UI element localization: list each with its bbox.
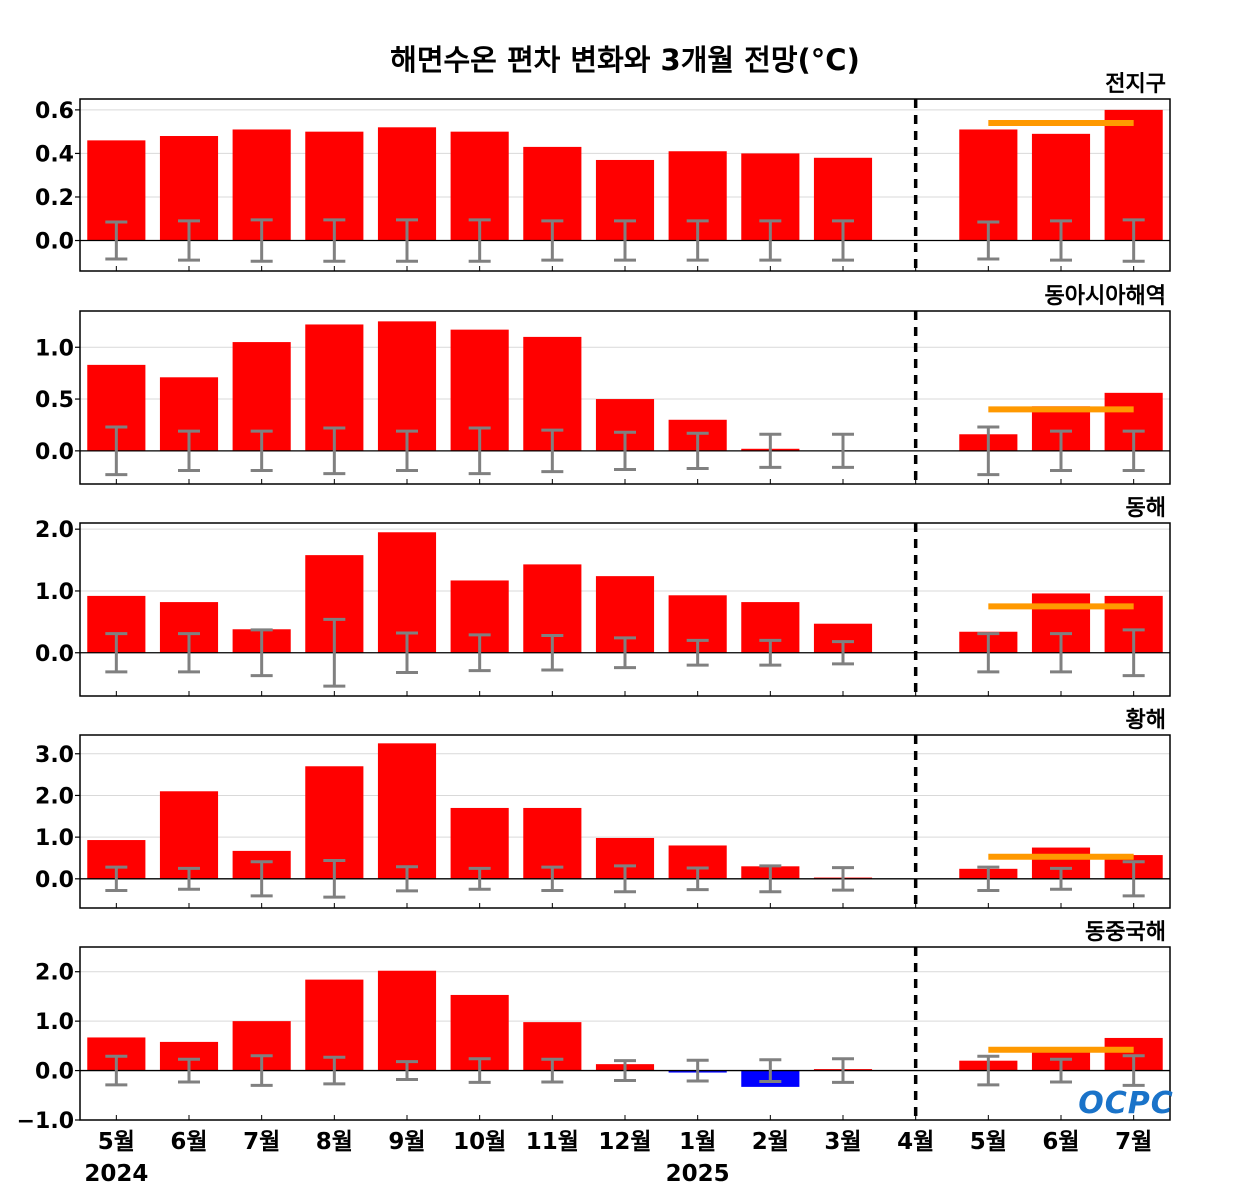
- y-tick-label: 2.0: [35, 784, 74, 809]
- x-tick-label: 9월: [388, 1129, 425, 1155]
- panel-title: 황해: [1126, 708, 1166, 733]
- y-tick-label: 0.0: [35, 440, 74, 465]
- x-tick-label: 7월: [243, 1129, 280, 1155]
- panel-frame: [79, 98, 1171, 272]
- y-tick-label: 0.0: [35, 868, 74, 893]
- panel-5: −1.0 0.0 1.0 2.0 동중국해: [17, 920, 1171, 1134]
- y-tick-label: 3.0: [35, 743, 74, 768]
- panel-title: 동해: [1126, 496, 1166, 521]
- x-tick-label: 6월: [1042, 1129, 1079, 1155]
- panel-4: 0.0 1.0 2.0 3.0 황해: [35, 708, 1171, 909]
- panel-title: 전지구: [1105, 72, 1166, 97]
- y-tick-label: 0.0: [35, 642, 74, 667]
- panel-title: 동아시아해역: [1045, 284, 1166, 309]
- y-tick-label: 0.5: [35, 388, 74, 413]
- panel-2: 0.0 0.5 1.0 동아시아해역: [35, 284, 1171, 485]
- y-tick-label: 0.4: [35, 142, 74, 167]
- x-tick-label: 1월: [679, 1129, 716, 1155]
- panel-frame: [79, 946, 1171, 1121]
- x-tick-label: 7월: [1115, 1129, 1152, 1155]
- panel-title: 동중국해: [1085, 920, 1166, 945]
- y-tick-label: 0.6: [35, 99, 74, 124]
- y-tick-label: 0.2: [35, 186, 74, 211]
- x-tick-label: 10월: [453, 1129, 506, 1155]
- bar: [377, 321, 437, 451]
- ocpc-logo: OCPC: [1078, 1086, 1174, 1121]
- bar: [305, 979, 364, 1071]
- y-tick-label: 2.0: [35, 961, 74, 986]
- x-tick-label: 6월: [170, 1129, 207, 1155]
- bar: [377, 970, 437, 1071]
- panels: 0.0 0.2 0.4 0.6 전지구 0.0 0.5 1.0 동아시아해역 0.0 1.0 2.0 동…: [17, 72, 1171, 1134]
- bar: [159, 791, 219, 879]
- x-tick-label: 2월: [752, 1129, 789, 1155]
- chart-title: 해면수온 편차 변화와 3개월 전망(°C): [390, 43, 860, 77]
- y-tick-label: 0.0: [35, 1060, 74, 1085]
- x-tick-label: 8월: [316, 1129, 353, 1155]
- x-tick-label: 11월: [526, 1129, 579, 1155]
- panel-frame: [79, 310, 1171, 485]
- x-tick-label: 3월: [824, 1129, 861, 1155]
- y-tick-label: 0.0: [35, 230, 74, 255]
- y-tick-label: 1.0: [35, 336, 74, 361]
- year-label: 2024: [84, 1161, 148, 1187]
- y-tick-label: 1.0: [35, 580, 74, 605]
- y-tick-label: 1.0: [35, 826, 74, 851]
- panel-3: 0.0 1.0 2.0 동해: [35, 496, 1171, 697]
- bar: [377, 743, 437, 879]
- y-tick-label: −1.0: [17, 1109, 74, 1134]
- x-tick-label: 12월: [598, 1129, 651, 1155]
- x-tick-label: 5월: [98, 1129, 135, 1155]
- y-tick-label: 2.0: [35, 518, 74, 543]
- y-tick-label: 1.0: [35, 1010, 74, 1035]
- x-tick-label: 4월: [897, 1129, 934, 1155]
- panel-frame: [79, 522, 1171, 697]
- year-label: 2025: [666, 1161, 730, 1187]
- panel-frame: [79, 734, 1171, 909]
- panel-1: 0.0 0.2 0.4 0.6 전지구: [35, 72, 1171, 272]
- x-tick-label: 5월: [970, 1129, 1007, 1155]
- x-axis: 5월 6월 7월 8월 9월 10월 11월 12월 1월 2월 3월 4월 5월 6월 7월 2024 202…: [84, 1129, 1152, 1187]
